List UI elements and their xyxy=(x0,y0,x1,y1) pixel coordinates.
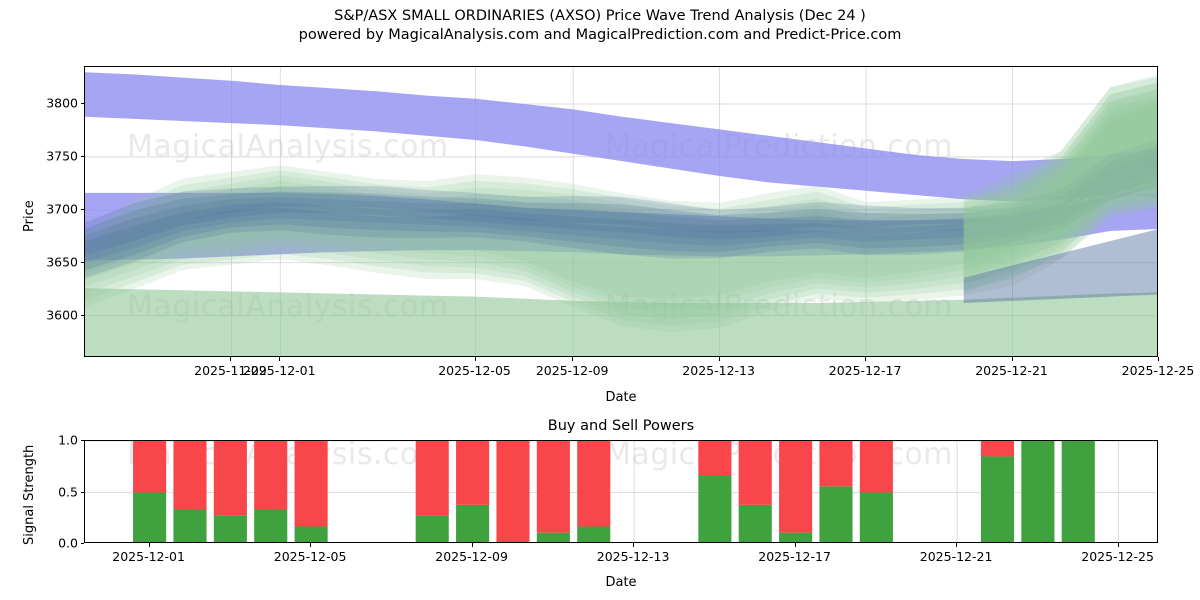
power-xtick-mark xyxy=(471,543,473,547)
power-bar-sell xyxy=(536,441,570,533)
power-bar-buy xyxy=(779,532,813,542)
price-wave-xaxis-label: Date xyxy=(605,390,637,405)
price-ytick-label: 3750 xyxy=(46,148,78,164)
price-xtick-label: 2025-12-05 xyxy=(438,363,511,378)
price-ytick-mark xyxy=(80,261,84,263)
power-bar-buy xyxy=(738,504,772,542)
price-xtick-mark xyxy=(572,357,574,361)
price-xtick-label: 2025-12-21 xyxy=(975,363,1048,378)
price-wave-plot-area: MagicalAnalysis.com MagicalPrediction.co… xyxy=(84,66,1158,357)
power-bar-buy xyxy=(456,504,490,542)
price-ytick-label: 3800 xyxy=(46,95,78,111)
power-bar-sell xyxy=(213,441,247,516)
power-xtick-label: 2025-12-17 xyxy=(758,549,831,564)
power-bar-sell xyxy=(980,441,1015,457)
price-xtick-label: 2025-12-25 xyxy=(1121,363,1195,378)
price-xtick-mark xyxy=(1158,357,1159,361)
buy-sell-powers-plot-area: MagicalAnalysis.com MagicalPrediction.co… xyxy=(84,440,1158,543)
power-xtick-mark xyxy=(310,543,312,547)
price-xtick-mark xyxy=(1011,357,1013,361)
power-xtick-label: 2025-12-13 xyxy=(596,549,670,564)
price-ytick-mark xyxy=(80,103,84,105)
power-bar-buy xyxy=(819,486,853,542)
power-xtick-mark xyxy=(148,543,150,547)
price-xtick-mark xyxy=(279,357,281,361)
price-ytick-mark xyxy=(80,208,84,210)
power-bar-sell xyxy=(254,441,288,509)
buy-sell-powers-svg xyxy=(85,441,1157,542)
power-yaxis-label: Signal Strength xyxy=(22,444,37,545)
figure-title-line-1: S&P/ASX SMALL ORDINARIES (AXSO) Price Wa… xyxy=(334,8,866,24)
power-xtick-label: 2025-12-25 xyxy=(1081,549,1154,564)
power-bar-sell xyxy=(859,441,893,493)
price-xtick-label: 2025-12-17 xyxy=(828,363,902,378)
price-ytick-label: 3600 xyxy=(46,307,78,323)
power-xtick-label: 2025-12-05 xyxy=(273,549,347,564)
power-bar-buy xyxy=(577,526,611,542)
power-bar-sell xyxy=(577,441,611,527)
power-bar-buy xyxy=(536,532,570,542)
power-bar-sell xyxy=(294,441,328,527)
power-ytick-mark xyxy=(80,440,84,441)
power-bar-buy xyxy=(173,508,207,542)
power-xtick-label: 2025-12-01 xyxy=(112,549,185,564)
price-xtick-label: 2025-12-13 xyxy=(682,363,755,378)
price-xtick-mark xyxy=(230,357,232,361)
power-bar-buy xyxy=(294,526,328,542)
price-ytick-label: 3700 xyxy=(46,201,78,217)
power-bar-sell xyxy=(819,441,853,487)
power-bar-buy xyxy=(980,456,1015,542)
power-bar-buy xyxy=(213,515,247,542)
power-bar-buy xyxy=(254,508,288,542)
price-ytick-mark xyxy=(80,155,84,157)
power-xtick-mark xyxy=(956,543,958,547)
power-bar-buy xyxy=(415,515,449,542)
power-ytick-mark xyxy=(80,543,84,544)
price-ytick-mark xyxy=(80,314,84,316)
power-ytick-mark xyxy=(80,491,84,493)
power-bar-sell xyxy=(496,441,530,542)
power-bar-sell xyxy=(133,441,167,493)
price-xtick-mark xyxy=(718,357,720,361)
price-wave-svg xyxy=(85,67,1157,356)
power-xtick-mark xyxy=(794,543,796,547)
power-xaxis-label: Date xyxy=(605,575,637,590)
power-bar-buy xyxy=(859,492,893,542)
power-bar-sell xyxy=(738,441,772,505)
power-bar-sell xyxy=(779,441,813,533)
power-ytick-label: 0.0 xyxy=(58,535,78,551)
price-wave-yaxis-label: Price xyxy=(22,200,37,232)
price-ytick-label: 3650 xyxy=(46,254,78,270)
price-xtick-label: 2025-12-09 xyxy=(535,363,609,378)
power-bar-buy xyxy=(133,492,167,542)
power-bar-sell xyxy=(456,441,490,505)
figure-title: S&P/ASX SMALL ORDINARIES (AXSO) Price Wa… xyxy=(0,7,1200,45)
figure-title-line-2: powered by MagicalAnalysis.com and Magic… xyxy=(298,27,902,43)
price-xtick-mark xyxy=(865,357,867,361)
power-plot-title: Buy and Sell Powers xyxy=(547,418,695,434)
power-ytick-label: 0.5 xyxy=(58,484,78,499)
price-xtick-mark xyxy=(474,357,476,361)
power-bar-buy xyxy=(1061,441,1095,542)
power-bar-sell xyxy=(415,441,449,516)
power-bar-sell xyxy=(698,441,732,475)
price-xtick-label: 2025-11-29 xyxy=(194,363,267,378)
power-xtick-mark xyxy=(1117,543,1119,547)
power-bar-buy xyxy=(1021,441,1055,542)
power-xtick-label: 2025-12-21 xyxy=(919,549,993,564)
power-xtick-mark xyxy=(633,543,635,547)
power-ytick-label: 1.0 xyxy=(58,432,78,448)
power-bar-sell xyxy=(173,441,207,509)
price-xtick-label: 2025-12-01 xyxy=(242,363,316,378)
power-bar-buy xyxy=(698,474,732,542)
power-xtick-label: 2025-12-09 xyxy=(435,549,508,564)
